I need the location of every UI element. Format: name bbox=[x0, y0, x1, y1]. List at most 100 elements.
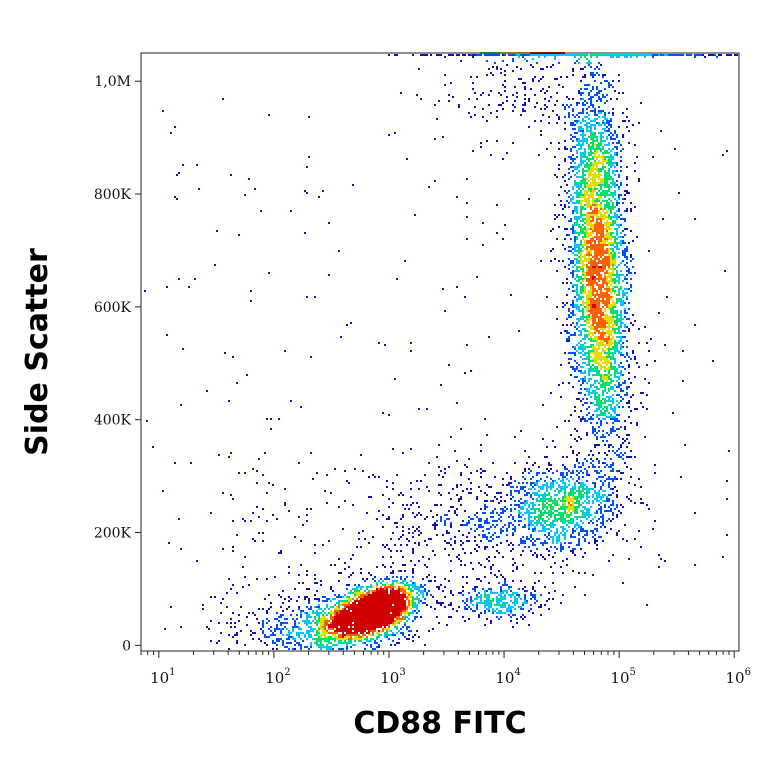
event-dot bbox=[574, 116, 576, 118]
event-dot bbox=[354, 604, 356, 606]
event-dot bbox=[580, 148, 582, 150]
event-dot bbox=[550, 488, 552, 490]
event-dot bbox=[306, 630, 308, 632]
event-dot bbox=[608, 286, 610, 288]
event-dot bbox=[560, 526, 562, 528]
event-dot bbox=[530, 516, 532, 518]
event-dot bbox=[604, 264, 606, 266]
event-dot bbox=[602, 356, 604, 358]
event-dot bbox=[592, 182, 594, 184]
event-dot bbox=[606, 410, 608, 412]
event-dot bbox=[578, 370, 580, 372]
event-dot bbox=[550, 486, 552, 488]
event-dot bbox=[614, 340, 616, 342]
event-dot bbox=[634, 502, 636, 504]
event-dot bbox=[604, 282, 606, 284]
event-dot bbox=[592, 324, 594, 326]
event-dot bbox=[402, 582, 404, 584]
event-dot bbox=[586, 252, 588, 254]
event-dot bbox=[628, 318, 630, 320]
event-dot bbox=[608, 172, 610, 174]
event-dot bbox=[580, 88, 582, 90]
event-dot bbox=[578, 364, 580, 366]
event-dot bbox=[282, 602, 284, 604]
event-dot bbox=[594, 534, 596, 536]
event-dot bbox=[614, 130, 616, 132]
event-dot bbox=[614, 256, 616, 258]
event-dot bbox=[632, 350, 634, 352]
event-dot bbox=[612, 158, 614, 160]
event-dot bbox=[576, 202, 578, 204]
event-dot bbox=[602, 476, 604, 478]
event-dot bbox=[578, 296, 580, 298]
event-dot bbox=[612, 220, 614, 222]
event-dot bbox=[576, 368, 578, 370]
event-dot bbox=[644, 326, 646, 328]
event-dot bbox=[296, 618, 298, 620]
event-dot bbox=[598, 518, 600, 520]
event-dot bbox=[620, 244, 622, 246]
event-dot bbox=[588, 310, 590, 312]
event-dot bbox=[590, 346, 592, 348]
event-dot bbox=[328, 628, 330, 630]
event-dot bbox=[626, 262, 628, 264]
event-dot bbox=[608, 256, 610, 258]
event-dot bbox=[598, 212, 600, 214]
event-dot bbox=[584, 186, 586, 188]
event-dot bbox=[340, 638, 342, 640]
event-dot bbox=[604, 376, 606, 378]
event-dot bbox=[556, 536, 558, 538]
event-dot bbox=[296, 642, 298, 644]
event-dot bbox=[568, 542, 570, 544]
event-dot bbox=[598, 154, 600, 156]
event-dot bbox=[562, 512, 564, 514]
event-dot bbox=[604, 444, 606, 446]
event-dot bbox=[556, 532, 558, 534]
event-dot bbox=[542, 502, 544, 504]
event-dot bbox=[560, 532, 562, 534]
event-dot bbox=[594, 184, 596, 186]
event-dot bbox=[552, 526, 554, 528]
event-dot bbox=[578, 140, 580, 142]
event-dot bbox=[600, 422, 602, 424]
event-dot bbox=[620, 346, 622, 348]
event-dot bbox=[584, 274, 586, 276]
event-dot bbox=[564, 128, 566, 130]
event-dot bbox=[594, 240, 596, 242]
event-dot bbox=[584, 378, 586, 380]
event-dot bbox=[386, 634, 388, 636]
event-dot bbox=[392, 612, 394, 614]
event-dot bbox=[596, 312, 598, 314]
event-dot bbox=[596, 366, 598, 368]
event-dot bbox=[536, 484, 538, 486]
event-dot bbox=[572, 470, 574, 472]
event-dot bbox=[564, 238, 566, 240]
event-dot bbox=[596, 270, 598, 272]
event-dot bbox=[612, 366, 614, 368]
event-dot bbox=[604, 194, 606, 196]
event-dot bbox=[594, 304, 596, 306]
event-dot bbox=[592, 340, 594, 342]
event-dot bbox=[588, 196, 590, 198]
event-dot bbox=[600, 262, 602, 264]
event-dot bbox=[602, 262, 604, 264]
event-dot bbox=[584, 336, 586, 338]
event-dot bbox=[596, 314, 598, 316]
event-dot bbox=[576, 288, 578, 290]
event-dot bbox=[510, 510, 512, 512]
event-dot bbox=[416, 604, 418, 606]
event-dot bbox=[518, 500, 520, 502]
event-dot bbox=[622, 236, 624, 238]
event-dot bbox=[588, 218, 590, 220]
event-dot bbox=[572, 508, 574, 510]
event-dot bbox=[330, 636, 332, 638]
event-dot bbox=[612, 180, 614, 182]
event-dot bbox=[610, 288, 612, 290]
event-dot bbox=[636, 408, 638, 410]
event-dot bbox=[390, 610, 392, 612]
event-dot bbox=[590, 226, 592, 228]
event-dot bbox=[602, 324, 604, 326]
event-dot bbox=[364, 622, 366, 624]
event-dot bbox=[596, 330, 598, 332]
event-dot bbox=[582, 270, 584, 272]
